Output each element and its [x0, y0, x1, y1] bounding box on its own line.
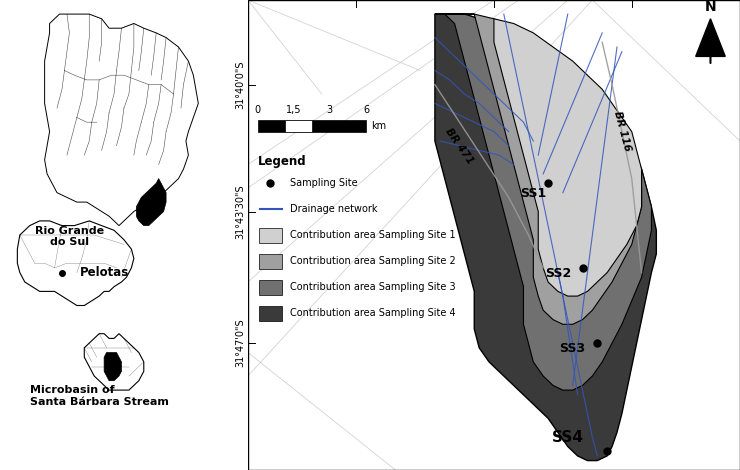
Polygon shape: [17, 221, 134, 306]
Text: 6: 6: [363, 105, 369, 115]
Text: BR 116: BR 116: [612, 110, 632, 153]
Text: Rio Grande
do Sul: Rio Grande do Sul: [35, 226, 104, 247]
Text: SS1: SS1: [520, 188, 546, 200]
Text: km: km: [371, 121, 386, 131]
Polygon shape: [44, 14, 198, 226]
Polygon shape: [104, 352, 121, 381]
Bar: [258, 120, 366, 132]
Polygon shape: [435, 14, 651, 390]
Polygon shape: [435, 14, 642, 324]
Bar: [259, 254, 283, 269]
Text: 31°43'30"S: 31°43'30"S: [235, 184, 246, 239]
Polygon shape: [696, 19, 725, 56]
Text: 31°40'0"S: 31°40'0"S: [235, 60, 246, 109]
Text: 31°47'0"S: 31°47'0"S: [235, 319, 246, 368]
Bar: [259, 306, 283, 321]
Polygon shape: [84, 334, 144, 390]
Text: 1,5: 1,5: [286, 105, 301, 115]
Text: Microbasin of
Santa Bárbara Stream: Microbasin of Santa Bárbara Stream: [30, 385, 169, 407]
Text: SS4: SS4: [552, 430, 584, 445]
Text: 3: 3: [326, 105, 332, 115]
Polygon shape: [136, 179, 166, 226]
Text: Contribution area Sampling Site 4: Contribution area Sampling Site 4: [290, 307, 455, 318]
Text: Sampling Site: Sampling Site: [290, 178, 357, 188]
Text: SS3: SS3: [559, 343, 586, 355]
Text: Legend: Legend: [258, 155, 306, 168]
Text: SS2: SS2: [545, 267, 571, 280]
Text: Pelotas: Pelotas: [79, 266, 129, 279]
Text: Contribution area Sampling Site 1: Contribution area Sampling Site 1: [290, 230, 455, 240]
Text: 0: 0: [255, 105, 260, 115]
Text: Contribution area Sampling Site 2: Contribution area Sampling Site 2: [290, 256, 456, 266]
Bar: [285, 120, 312, 132]
Bar: [259, 280, 283, 295]
Text: N: N: [704, 0, 716, 14]
Text: Contribution area Sampling Site 3: Contribution area Sampling Site 3: [290, 282, 455, 292]
Bar: [259, 228, 283, 243]
Polygon shape: [494, 19, 642, 296]
Polygon shape: [435, 14, 656, 461]
Text: Drainage network: Drainage network: [290, 204, 377, 214]
Text: BR 471: BR 471: [443, 126, 475, 165]
